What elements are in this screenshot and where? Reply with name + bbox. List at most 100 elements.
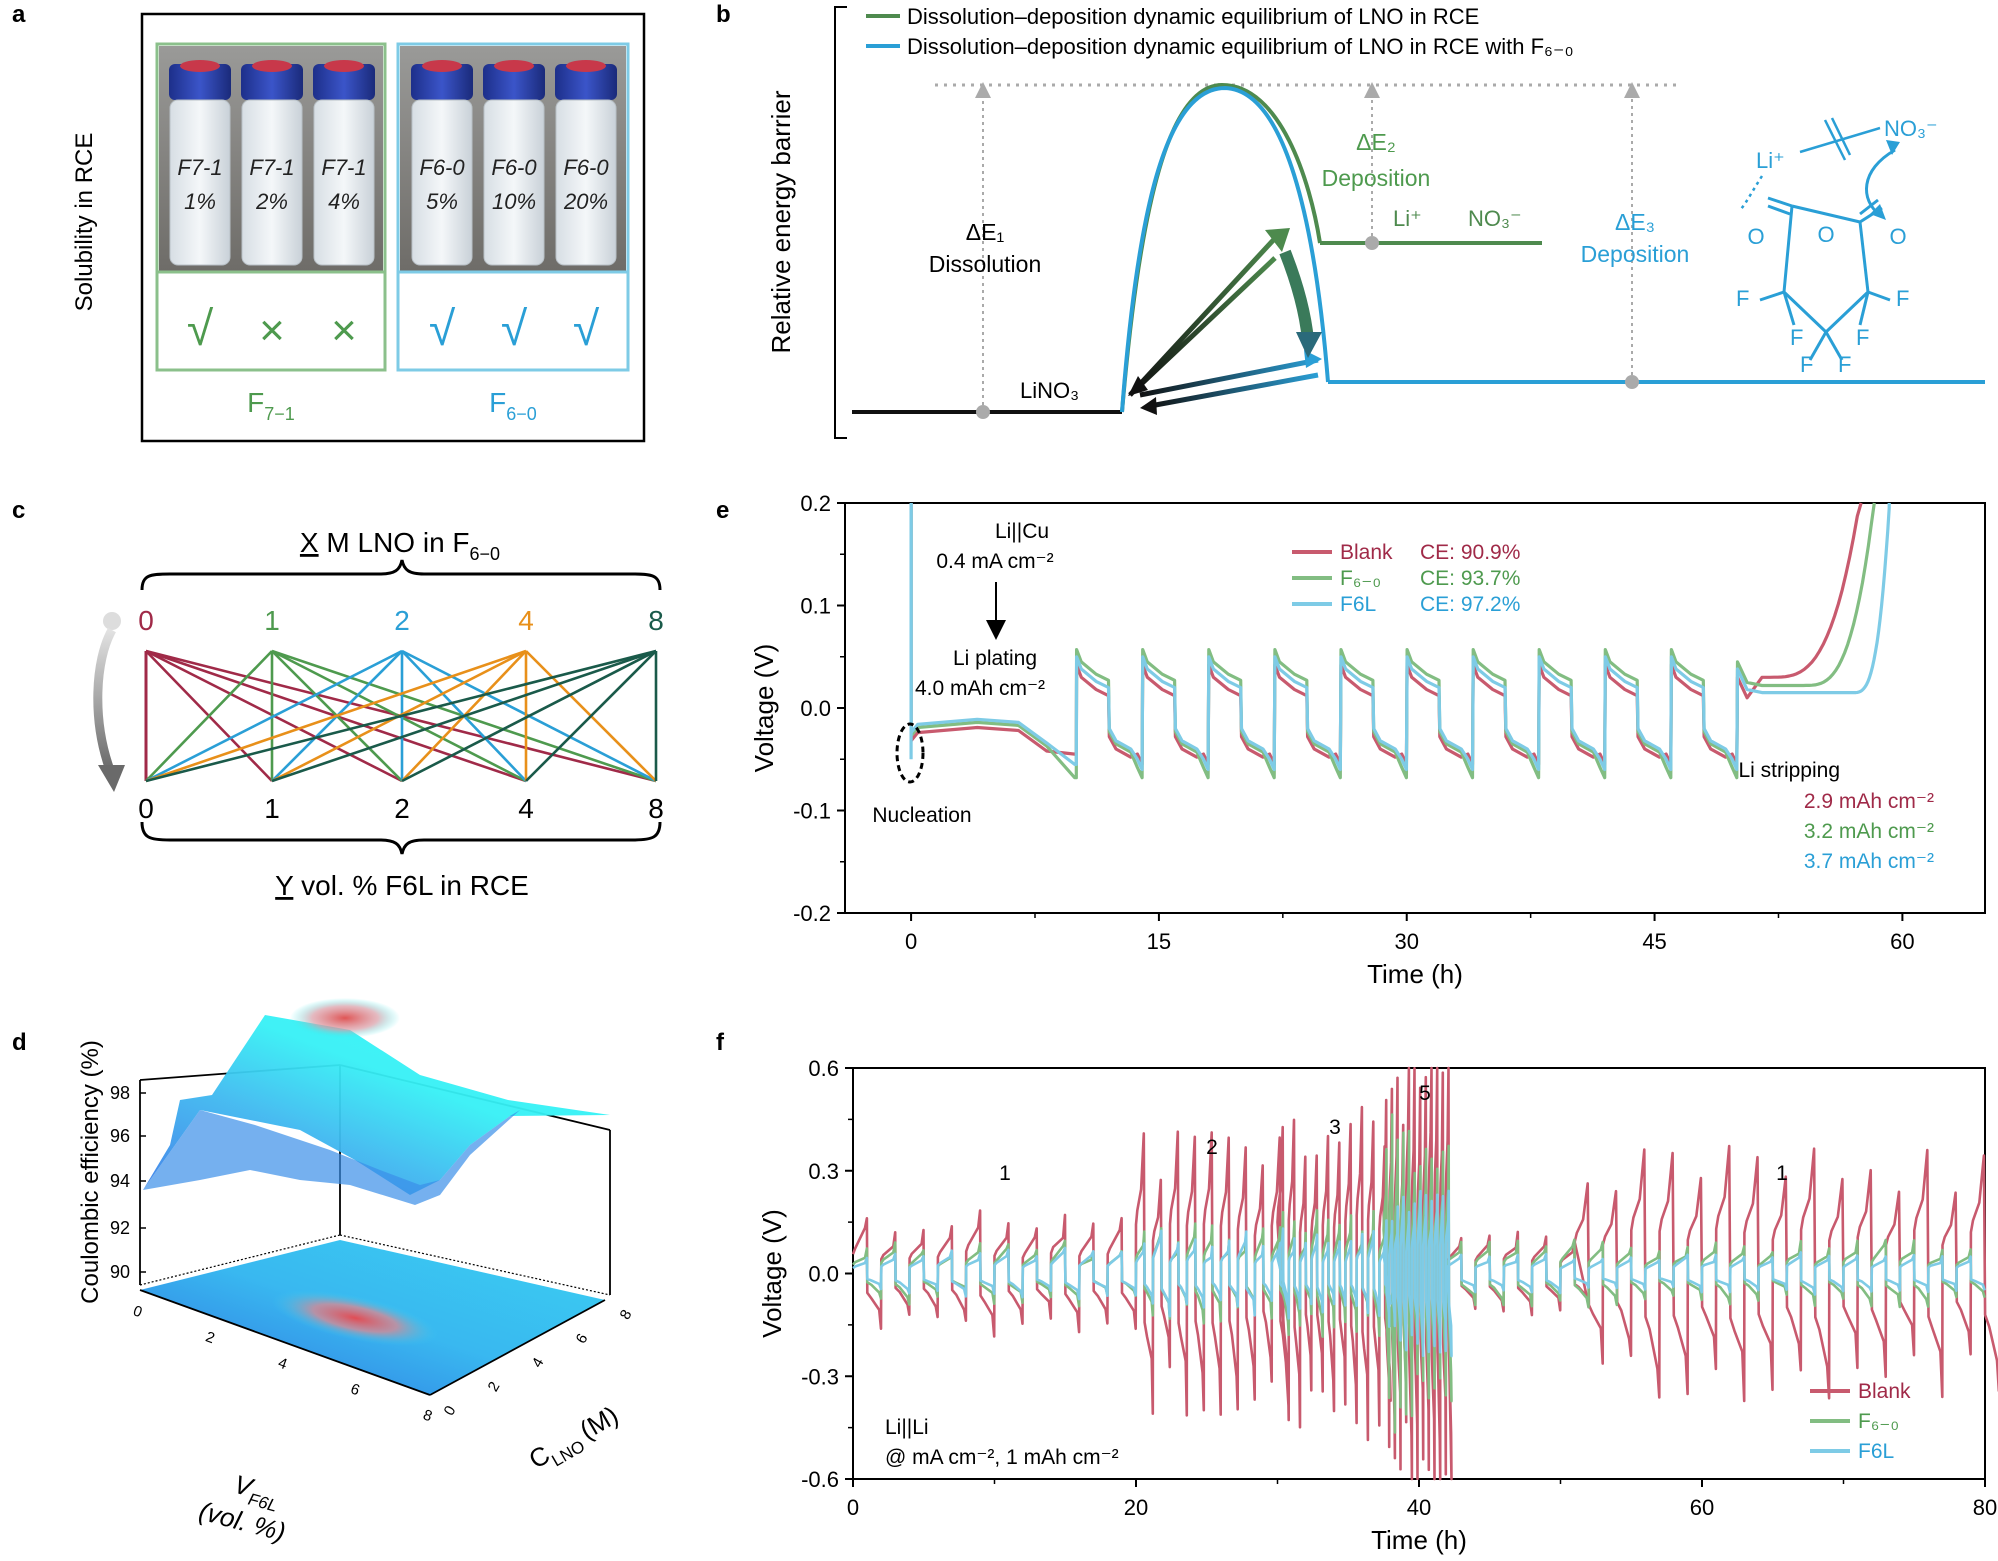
solubility-axis-label: Solubility in RCE — [71, 133, 98, 312]
f60-barrier-curve — [1120, 85, 1330, 413]
d-surface-front — [143, 1110, 520, 1205]
e-stripping: Li stripping — [1738, 759, 1840, 782]
f-legend-f60: F₆₋₀ — [1858, 1410, 1899, 1433]
y-tick-label: 0.2 — [800, 491, 831, 516]
c-top-values: 0 1 2 4 8 — [138, 605, 664, 636]
e-legend-blank-ce: CE: 90.9% — [1420, 541, 1520, 564]
e-stripping-f60: 3.2 mAh cm⁻² — [1804, 820, 1934, 843]
d-x-tick: 6 — [348, 1380, 362, 1399]
vial-label: F7-1 — [321, 155, 366, 180]
vial-label: 20% — [563, 189, 608, 214]
vial-body — [483, 99, 545, 266]
d-surface-back — [143, 1015, 610, 1195]
struct-li-coord — [1739, 175, 1764, 211]
d-z-tick: 94 — [110, 1171, 130, 1191]
d-x-tick: 0 — [131, 1302, 145, 1321]
vial-label: F6-0 — [563, 155, 609, 180]
vial: F7-1 1% — [169, 60, 231, 266]
cross-mark: × — [331, 306, 357, 355]
no3-ion-label: NO₃⁻ — [1468, 206, 1522, 231]
e-nucleation: Nucleation — [872, 804, 971, 827]
right-vials: F6-0 5% F6-0 10% F6-0 20% — [411, 60, 617, 266]
y-axis-label: Voltage (V) — [757, 1209, 787, 1338]
f-stage-1a: 1 — [999, 1162, 1011, 1185]
d-y-tick: 2 — [485, 1379, 504, 1395]
y-tick-label: -0.6 — [801, 1467, 839, 1492]
e-plating-cap: 4.0 mAh cm⁻² — [915, 677, 1045, 700]
panel-letter: f — [716, 1029, 725, 1056]
f-stage-2: 2 — [1206, 1136, 1218, 1159]
x-tick-label: 15 — [1147, 929, 1171, 954]
vial-septum — [494, 60, 534, 72]
check-mark: √ — [573, 303, 600, 356]
d-surface-peak — [290, 998, 400, 1038]
f-stage-1b: 1 — [1776, 1162, 1788, 1185]
vial-cap — [483, 64, 545, 100]
li-ion-label: Li⁺ — [1393, 206, 1422, 231]
struct-f3: F — [1896, 286, 1909, 311]
y-axis-label: Voltage (V) — [749, 644, 779, 773]
de2-deposition: Deposition — [1322, 165, 1431, 191]
struct-cross-1 — [1823, 119, 1847, 161]
deposition-arrowhead-blue — [1140, 397, 1157, 415]
c-line — [271, 649, 657, 783]
c-top-brace — [140, 559, 662, 591]
panel-d: d 98 96 94 92 90 0 2 4 6 8 0 2 4 6 8 Coulombic effic… — [12, 998, 636, 1547]
vial: F6-0 5% — [411, 60, 473, 266]
vial-septum — [422, 60, 462, 72]
thick-transition-arrow — [1279, 249, 1314, 341]
c-top-value: 0 — [138, 605, 154, 636]
c-bottom-label: Y vol. % F6L in RCE — [275, 870, 529, 901]
dissolution-arrow-blue — [1139, 357, 1319, 398]
dissolution-arrowhead-green — [1265, 228, 1290, 252]
panel-letter: e — [716, 497, 729, 524]
d-y-tick: 6 — [573, 1331, 592, 1347]
x-tick-label: 80 — [1973, 1495, 1997, 1520]
panel-a: a Solubility in RCE F7-1 1% F7-1 2% F7-1 4% √… — [12, 1, 646, 443]
e-cell: Li||Cu — [995, 520, 1049, 543]
x-tick-label: 0 — [847, 1495, 859, 1520]
vial-cap — [411, 64, 473, 100]
deposition-arrowhead-green — [1128, 376, 1148, 396]
c-line — [401, 649, 657, 783]
x-tick-label: 45 — [1642, 929, 1666, 954]
struct-cross-2 — [1830, 117, 1852, 156]
vial-body — [241, 99, 303, 266]
energy-axis-label: Relative energy barrier — [766, 90, 796, 353]
panel-c: c X M LNO in F6−0 0 1 2 4 8 0 1 2 4 8 Y vol. % F… — [12, 497, 664, 901]
vial-body — [555, 99, 617, 266]
f-cell: Li||Li — [885, 1416, 929, 1439]
struct-o-right: O — [1889, 224, 1906, 249]
y-tick-label: 0.0 — [808, 1262, 839, 1287]
struct-blocked-line — [1799, 126, 1881, 154]
check-mark: √ — [187, 303, 214, 356]
f-legend-f6l: F6L — [1858, 1440, 1894, 1463]
struct-interaction-arrow — [1865, 148, 1896, 217]
struct-no3: NO₃⁻ — [1884, 116, 1938, 141]
vial-body — [313, 99, 375, 266]
vial-cap — [313, 64, 375, 100]
vial-label: F7-1 — [177, 155, 222, 180]
de2-label: ΔE₂ — [1356, 129, 1396, 155]
de1-label: ΔE₁ — [966, 219, 1005, 245]
vial: F7-1 2% — [241, 60, 303, 266]
struct-f1: F — [1736, 286, 1749, 311]
c-top-value: 2 — [394, 605, 410, 636]
struct-o-left: O — [1747, 224, 1764, 249]
c-top-value: 4 — [518, 605, 534, 636]
e-series — [909, 502, 1891, 780]
vial-cap — [169, 64, 231, 100]
vial: F7-1 4% — [313, 60, 375, 266]
c-gradient-arrow — [93, 627, 116, 772]
c-connection-lines — [144, 649, 658, 783]
vial-septum — [324, 60, 364, 72]
c-top-value: 1 — [264, 605, 280, 636]
vial-label: 4% — [328, 189, 360, 214]
d-y-tick: 8 — [617, 1307, 636, 1323]
e-legend-f6l: F6L — [1340, 593, 1376, 616]
d-z-ticks: 98 96 94 92 90 — [110, 1083, 146, 1282]
vial: F6-0 10% — [483, 60, 545, 266]
vial-label: 1% — [184, 189, 216, 214]
y-tick-label: 0.6 — [808, 1056, 839, 1081]
de3-dot — [1625, 375, 1639, 389]
